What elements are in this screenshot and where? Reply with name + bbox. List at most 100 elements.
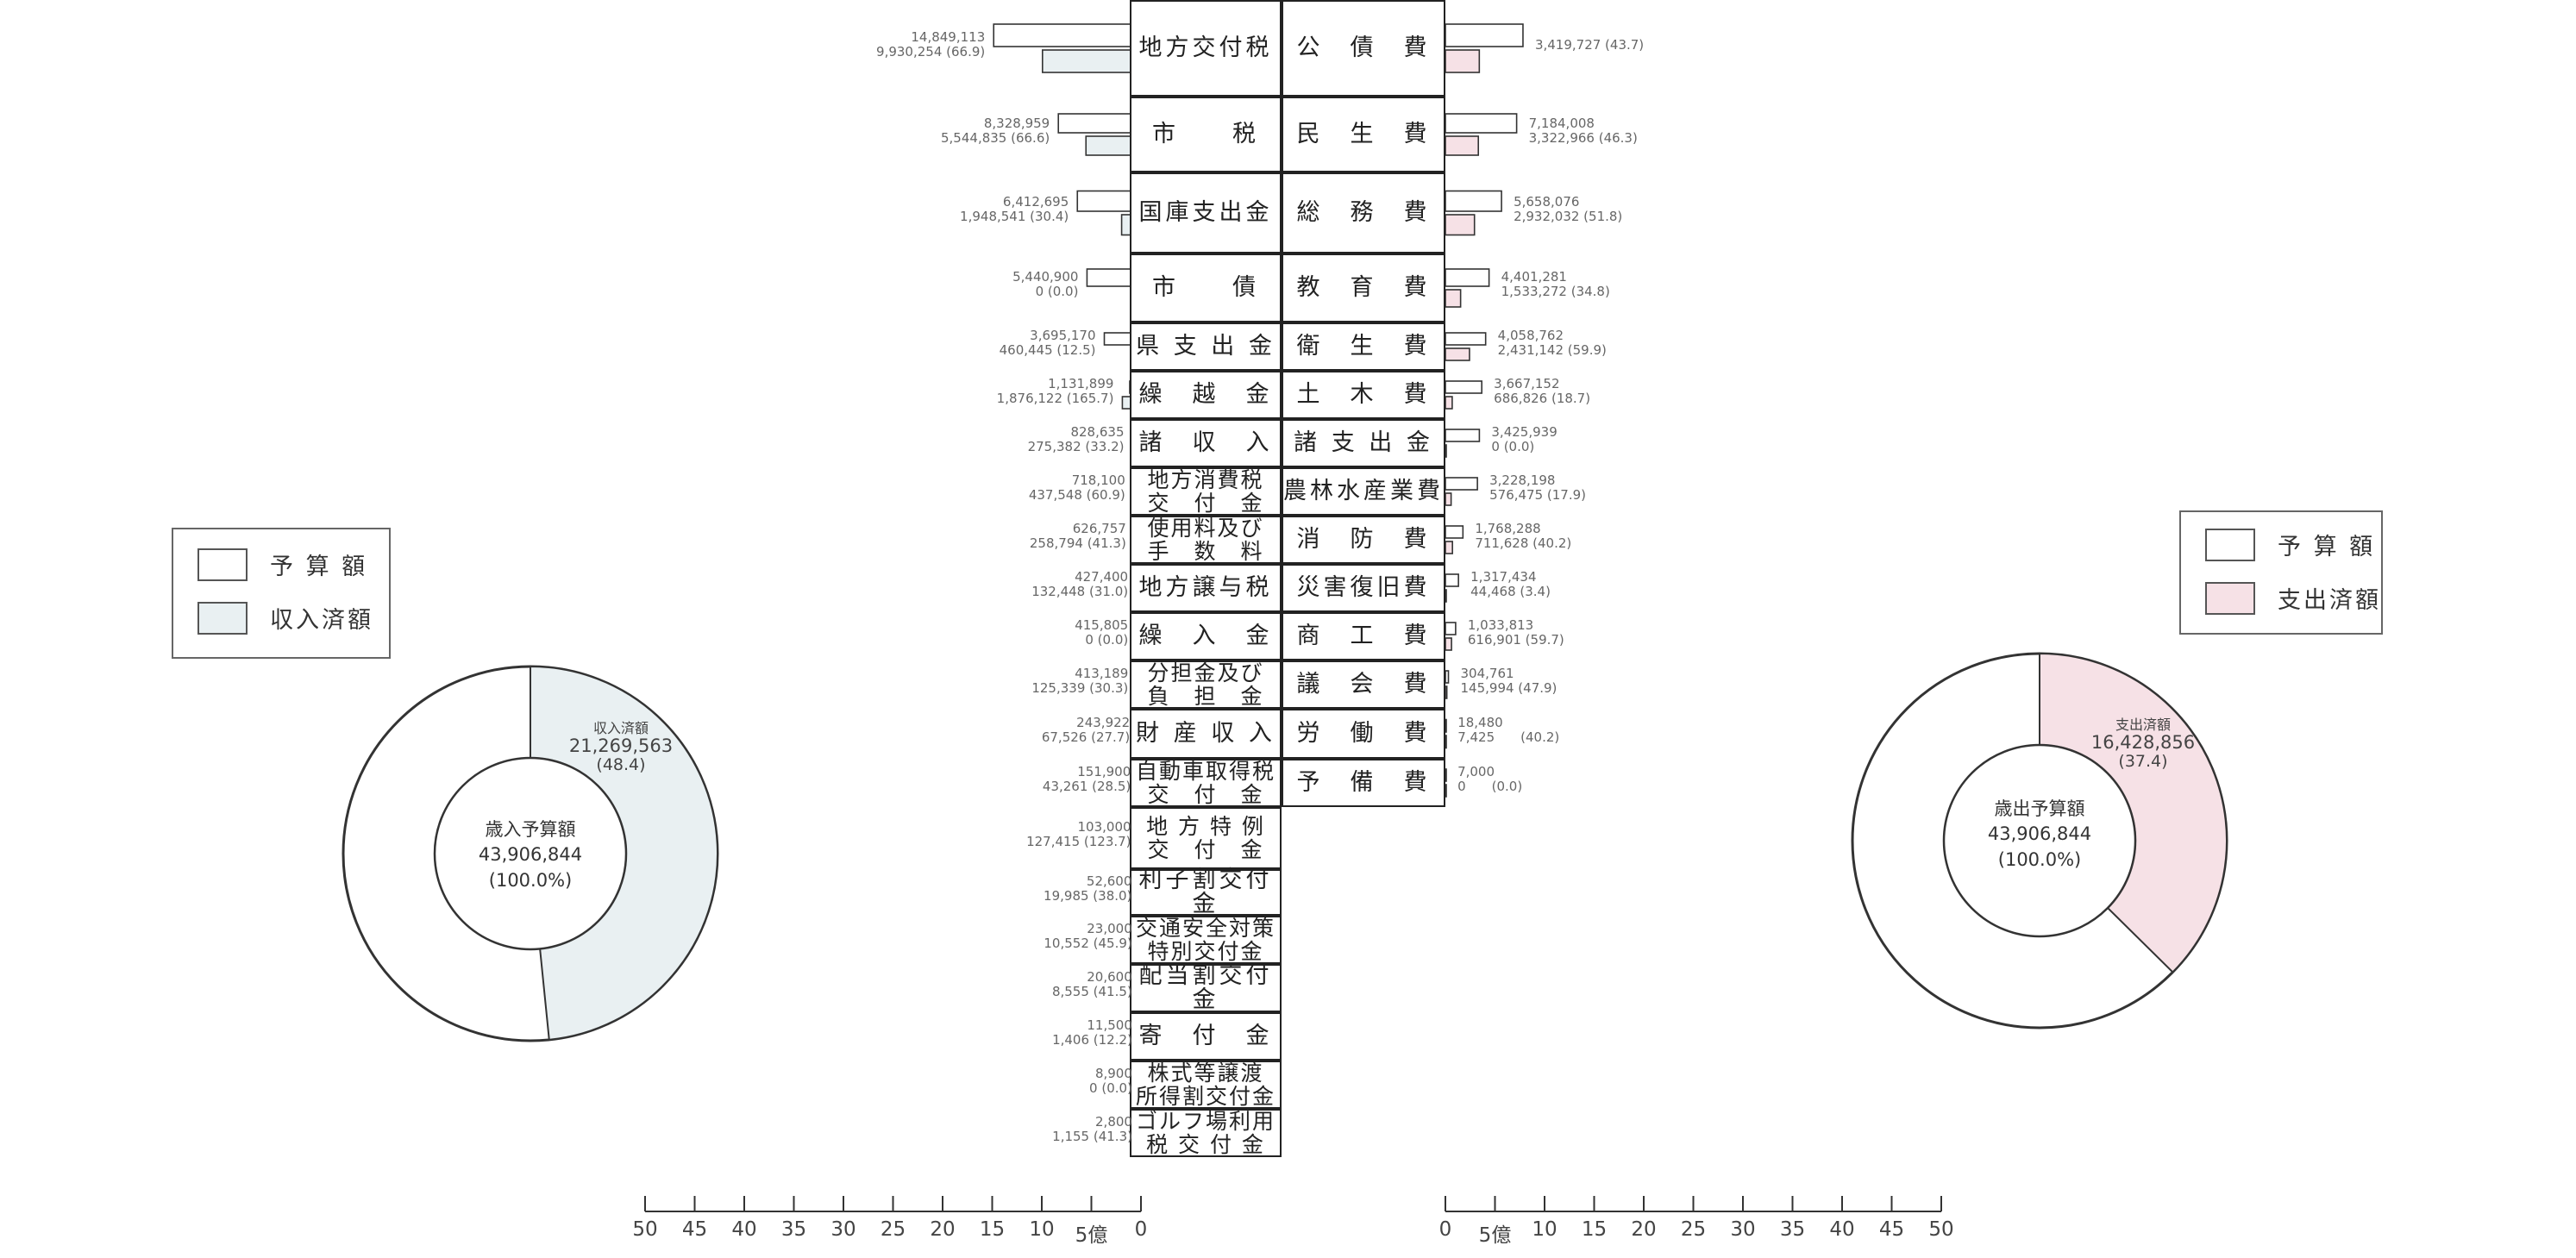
expenditure-tick-label-0: 0 (1438, 1218, 1452, 1241)
revenue-category-6: 諸 収 入 (1130, 419, 1282, 467)
expenditure-value-label-9: 1,317,434 44,468 (3.4) (1470, 569, 1551, 599)
revenue-category-17: 配当割交付金 (1130, 964, 1282, 1012)
legend-label-revenue-actual: 収入済額 (270, 607, 373, 634)
legend-label-budget: 予 算 額 (270, 554, 368, 580)
revenue-category-4: 県 支 出 金 (1130, 322, 1282, 371)
revenue-actual-bar-0 (1042, 49, 1142, 73)
revenue-value-label-3: 5,440,900 0 (0.0) (1012, 269, 1079, 299)
expenditure-actual-bar-9 (1445, 589, 1447, 603)
revenue-category-12: 財 産 収 入 (1130, 709, 1282, 759)
expenditure-budget-bar-5 (1445, 380, 1482, 394)
revenue-donut (342, 665, 719, 1042)
expenditure-tick-label-7: 35 (1779, 1218, 1806, 1241)
expenditure-value-label-10: 1,033,813 616,901 (59.7) (1467, 617, 1564, 648)
revenue-value-label-9: 427,400 132,448 (31.0) (1031, 569, 1129, 599)
revenue-tick-label-10: 0 (1134, 1218, 1148, 1241)
revenue-category-9: 地方譲与税 (1130, 564, 1282, 612)
revenue-category-19: 株式等譲渡 所得割交付金 (1130, 1061, 1282, 1109)
expenditure-actual-bar-13 (1445, 784, 1447, 798)
legend-item-budget: 予 算 額 (197, 548, 367, 581)
revenue-value-label-7: 718,100 437,548 (60.9) (1028, 473, 1125, 503)
expenditure-value-label-4: 4,058,762 2,431,142 (59.9) (1497, 328, 1607, 358)
legend-swatch-budget-exp (2205, 528, 2255, 561)
revenue-tick-label-6: 20 (930, 1218, 956, 1241)
revenue-donut-inner (433, 756, 628, 951)
expenditure-actual-bar-11 (1445, 685, 1448, 699)
expenditure-budget-bar-9 (1445, 573, 1459, 587)
expenditure-tick-label-4: 20 (1631, 1218, 1657, 1241)
revenue-value-label-1: 8,328,959 5,544,835 (66.6) (941, 116, 1050, 146)
expenditure-slice-value: 16,428,856 (2090, 732, 2196, 753)
revenue-value-label-4: 3,695,170 460,445 (12.5) (999, 328, 1096, 358)
revenue-budget-bar-1 (1057, 113, 1142, 134)
revenue-tick-label-1: 45 (681, 1218, 708, 1241)
revenue-donut-total: 43,906,844 (478, 844, 583, 865)
expenditure-actual-bar-3 (1445, 289, 1462, 308)
revenue-donut-total-pct: (100.0%) (488, 870, 573, 891)
expenditure-category-1: 民 生 費 (1282, 97, 1445, 172)
legend-label-expenditure-actual: 支出済額 (2278, 587, 2381, 614)
expenditure-tick-label-3: 15 (1581, 1218, 1608, 1241)
revenue-donut-center: 歳入予算額 43,906,844 (100.0%) (448, 817, 612, 893)
revenue-slice-value: 21,269,563 (568, 735, 674, 756)
expenditure-category-11: 議 会 費 (1282, 660, 1445, 709)
expenditure-value-label-5: 3,667,152 686,826 (18.7) (1494, 376, 1591, 406)
revenue-value-label-17: 20,600 8,555 (41.5) (1051, 969, 1132, 999)
expenditure-actual-bar-12 (1445, 735, 1447, 749)
expenditure-actual-bar-0 (1445, 49, 1481, 73)
expenditure-value-label-3: 4,401,281 1,533,272 (34.8) (1501, 269, 1610, 299)
revenue-value-label-16: 23,000 10,552 (45.9) (1044, 921, 1132, 951)
expenditure-category-3: 教 育 費 (1282, 253, 1445, 322)
expenditure-category-5: 土 木 費 (1282, 371, 1445, 419)
expenditure-donut (1851, 652, 2228, 1030)
expenditure-tick-label-6: 30 (1730, 1218, 1756, 1241)
expenditure-category-8: 消 防 費 (1282, 516, 1445, 564)
revenue-category-14: 地 方 特 例 交 付 金 (1130, 807, 1282, 869)
expenditure-donut-center: 歳出予算額 43,906,844 (100.0%) (1958, 797, 2122, 873)
revenue-value-label-8: 626,757 258,794 (41.3) (1029, 521, 1126, 551)
revenue-tick-label-4: 30 (830, 1218, 856, 1241)
legend-item-budget-exp: 予 算 額 (2205, 528, 2375, 561)
revenue-value-label-10: 415,805 0 (0.0) (1075, 617, 1129, 648)
revenue-slice-label: 収入済額 21,269,563 (48.4) (552, 721, 690, 775)
revenue-category-18: 寄 付 金 (1130, 1012, 1282, 1061)
revenue-category-16: 交通安全対策 特別交付金 (1130, 916, 1282, 964)
expenditure-value-label-1: 7,184,008 3,322,966 (46.3) (1528, 116, 1638, 146)
revenue-budget-bar-0 (993, 23, 1142, 47)
legend-label-budget-exp: 予 算 額 (2278, 534, 2376, 560)
revenue-tick-label-2: 40 (731, 1218, 757, 1241)
expenditure-actual-bar-5 (1445, 396, 1453, 410)
revenue-category-15: 利子割交付金 (1130, 868, 1282, 917)
revenue-tick-label-7: 15 (979, 1218, 1006, 1241)
expenditure-actual-bar-2 (1445, 214, 1476, 236)
expenditure-value-label-11: 304,761 145,994 (47.9) (1460, 666, 1558, 696)
revenue-tick-label-3: 35 (780, 1218, 807, 1241)
revenue-category-7: 地方消費税 交 付 金 (1130, 467, 1282, 516)
revenue-legend: 予 算 額 収入済額 (172, 528, 391, 659)
revenue-category-3: 市 債 (1130, 253, 1282, 322)
axes (644, 1196, 1942, 1212)
expenditure-category-7: 農林水産業費 (1282, 467, 1445, 516)
legend-item-expenditure-actual: 支出済額 (2205, 581, 2381, 615)
revenue-category-0: 地方交付税 (1130, 0, 1282, 97)
expenditure-category-2: 総 務 費 (1282, 172, 1445, 253)
expenditure-value-label-2: 5,658,076 2,932,032 (51.8) (1514, 194, 1623, 224)
expenditure-budget-bar-12 (1445, 718, 1447, 733)
revenue-value-label-13: 151,900 43,261 (28.5) (1042, 764, 1131, 794)
revenue-tick-label-5: 25 (880, 1218, 906, 1241)
expenditure-value-label-7: 3,228,198 576,475 (17.9) (1489, 473, 1587, 503)
revenue-value-label-12: 243,922 67,526 (27.7) (1041, 715, 1131, 745)
revenue-value-label-0: 14,849,113 9,930,254 (66.9) (876, 29, 986, 59)
expenditure-category-6: 諸 支 出 金 (1282, 419, 1445, 467)
expenditure-donut-total-pct: (100.0%) (1997, 849, 2082, 870)
expenditure-value-label-12: 18,480 7,425 (40.2) (1457, 715, 1560, 745)
expenditure-bars (1445, 23, 1524, 798)
revenue-category-2: 国庫支出金 (1130, 172, 1282, 253)
revenue-category-1: 市 税 (1130, 97, 1282, 172)
expenditure-budget-bar-0 (1445, 23, 1524, 47)
expenditure-budget-bar-13 (1445, 768, 1447, 782)
revenue-category-10: 繰 入 金 (1130, 612, 1282, 660)
expenditure-actual-bar-7 (1445, 492, 1452, 506)
expenditure-donut-title: 歳出予算額 (1994, 798, 2085, 819)
